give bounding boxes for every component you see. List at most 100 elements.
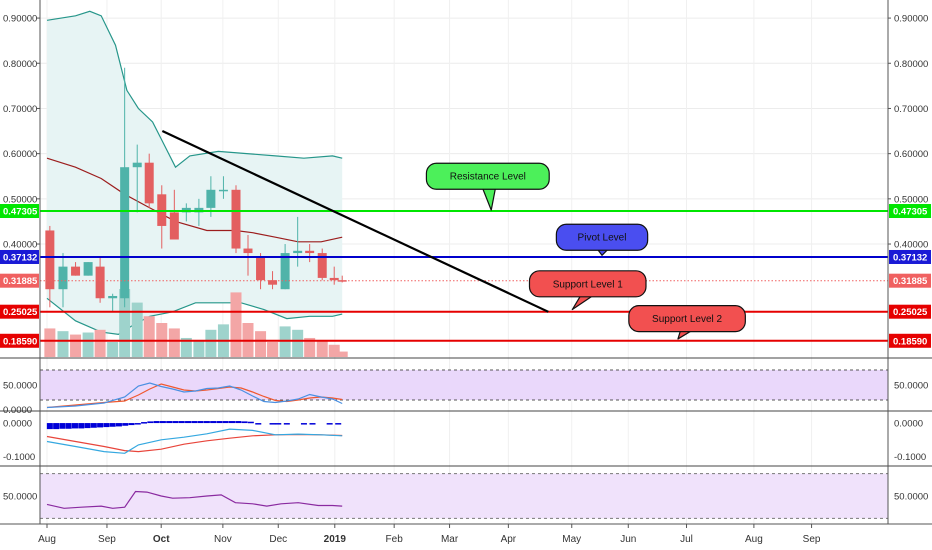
candle-body	[329, 277, 339, 281]
candle-body	[256, 257, 266, 281]
level-callout: Support Level 1	[528, 270, 647, 311]
price-levels	[40, 210, 888, 342]
macd-histogram-bar	[275, 423, 282, 425]
candle-body	[83, 262, 93, 276]
macd-histogram-bar	[134, 423, 141, 425]
level-badge-label: 0.25025	[893, 307, 928, 318]
macd-line	[46, 428, 343, 454]
candle-body	[95, 266, 105, 299]
trendline	[161, 130, 549, 313]
candle-body	[293, 250, 303, 254]
time-tick-label: Sep	[98, 534, 116, 545]
candle-body	[120, 167, 130, 299]
macd-tick-label: 0.0000	[894, 419, 923, 430]
macd-histogram-bar	[247, 421, 254, 424]
macd-histogram-bar	[203, 421, 210, 424]
macd-histogram-bar	[197, 421, 204, 424]
candle-body	[71, 266, 81, 276]
level-badge-label: 0.47305	[893, 207, 928, 218]
volume-bar	[180, 337, 192, 357]
time-tick-label: Jul	[680, 534, 693, 545]
candle-body	[144, 162, 154, 204]
price-tick-label: 0.60000	[894, 149, 928, 160]
macd-histogram-bar	[185, 421, 192, 424]
callout-bubble	[528, 270, 647, 298]
macd-histogram-bar	[178, 421, 185, 424]
candle-body	[218, 189, 228, 192]
candle-body	[169, 212, 179, 240]
macd-histogram-bar	[53, 423, 60, 430]
macd-histogram-bar	[172, 421, 179, 424]
volume-bar	[336, 351, 348, 357]
macd-histogram-bar	[109, 423, 116, 427]
callout-bubble	[425, 162, 550, 190]
macd-histogram-bar	[159, 421, 166, 424]
macd-tick-label: -0.1000	[3, 452, 35, 463]
macd-histogram-bar	[122, 423, 129, 426]
macd-histogram-bar	[216, 421, 223, 424]
macd-histogram-bar	[141, 422, 148, 424]
time-tick-label: Dec	[269, 534, 287, 545]
price-tick-label: 0.50000	[894, 194, 928, 205]
price-tick-label: 0.60000	[3, 149, 37, 160]
macd-histogram-bar	[115, 423, 122, 427]
candle-body	[206, 189, 216, 208]
oscillator-band	[40, 473, 888, 519]
macd-histogram-bar	[241, 421, 248, 424]
callout-bubble	[555, 223, 649, 251]
macd-histogram-bar	[153, 421, 160, 424]
level-badge-left	[0, 204, 39, 219]
volume-bar	[57, 331, 69, 357]
rsi-bottom-label: 0.0000	[3, 405, 32, 416]
level-badge-label: 0.18590	[3, 336, 37, 347]
level-badge-left	[0, 273, 39, 288]
volume-bar	[131, 302, 143, 357]
volume-bar	[205, 329, 217, 357]
time-tick-label: Sep	[803, 534, 821, 545]
time-tick-label: Jun	[620, 534, 636, 545]
rsi-band	[40, 370, 888, 400]
level-badge-left	[0, 333, 39, 348]
price-tick-label: 0.80000	[894, 59, 928, 70]
candle-body	[108, 295, 118, 299]
macd-histogram-bar	[309, 423, 316, 425]
callout-seam	[679, 327, 695, 331]
price-tick-label: 0.50000	[3, 194, 37, 205]
callout-label: Support Level 1	[553, 279, 623, 290]
level-callout: Resistance Level	[425, 162, 550, 211]
volume-bar	[70, 334, 82, 357]
time-tick-label: Feb	[386, 534, 404, 545]
candle-body	[132, 162, 142, 168]
price-tick-label: 0.90000	[3, 14, 37, 25]
volume-bar	[328, 344, 340, 357]
price-tick-label: 0.70000	[3, 104, 37, 115]
candle-body	[58, 266, 68, 290]
macd-histogram-bar	[269, 423, 276, 425]
callout-bubble	[628, 304, 746, 333]
macd-histogram-bar	[46, 423, 53, 430]
price-tick-label: 0.40000	[3, 240, 37, 251]
volume-bar	[267, 342, 279, 357]
volume-bar	[44, 328, 56, 357]
macd-tick-label: -0.1000	[894, 452, 926, 463]
macd-histogram-bar	[59, 423, 66, 429]
macd-histogram-bar	[71, 423, 78, 429]
volume-bar	[304, 337, 316, 357]
candle-body	[45, 230, 55, 290]
level-badge-right	[889, 249, 931, 264]
bollinger-basis-line	[46, 157, 343, 243]
oscillator-line	[46, 490, 343, 509]
level-badge-label: 0.37132	[893, 252, 927, 263]
time-tick-label: May	[562, 534, 581, 545]
time-tick-label: Mar	[441, 534, 459, 545]
time-tick-label: Nov	[214, 534, 232, 545]
level-badge-right	[889, 273, 931, 288]
macd-histogram-bar	[147, 421, 154, 424]
level-badge-label: 0.31885	[3, 276, 38, 287]
volume-bar	[316, 340, 328, 357]
level-callouts: Resistance Level Pivot Level Support Level…	[425, 162, 746, 340]
price-tick-label: 0.90000	[894, 14, 928, 25]
rsi-tick-label: 50.0000	[3, 381, 37, 392]
macd-histogram-bar	[235, 421, 242, 424]
